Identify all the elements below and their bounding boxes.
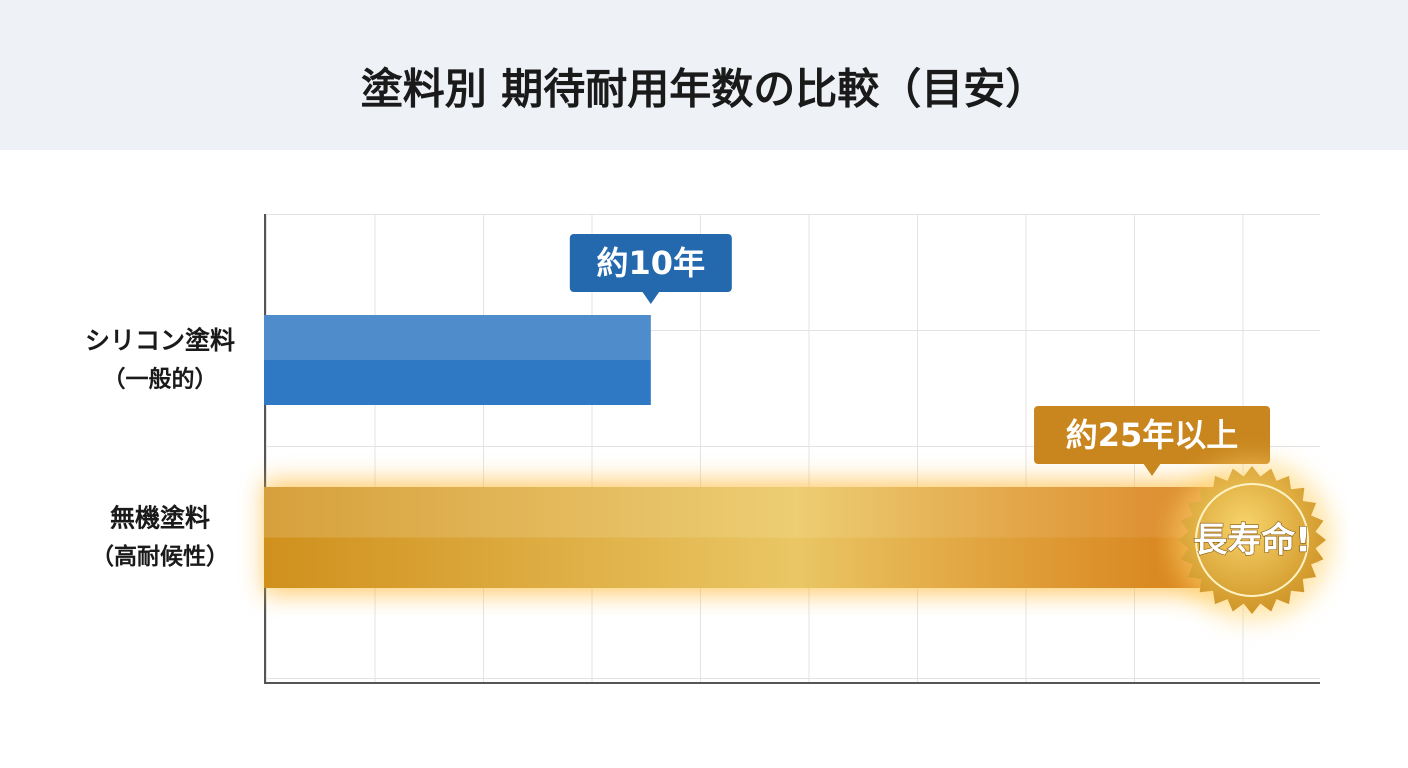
badge-text: 長寿命! [1193,521,1311,561]
category-label: シリコン塗料 [85,326,235,355]
badge-ring [1195,483,1309,597]
data-label: 約10年 [597,244,706,282]
category-note: （高耐候性） [91,543,229,570]
bar-highlight [264,315,651,360]
badge [1178,466,1326,614]
callout-pointer [641,291,660,304]
callout-box [1034,406,1271,464]
callout-pointer [1143,463,1162,476]
category-note: （一般的） [103,366,218,393]
header-band [0,0,1408,150]
data-label: 約25年以上 [1066,416,1239,454]
bar-shine [264,487,1232,588]
chart-title: 塗料別 期待耐用年数の比較（目安） [361,65,1048,114]
callout-box [569,234,732,292]
category-label: 無機塗料 [110,504,210,533]
bar [264,315,651,405]
